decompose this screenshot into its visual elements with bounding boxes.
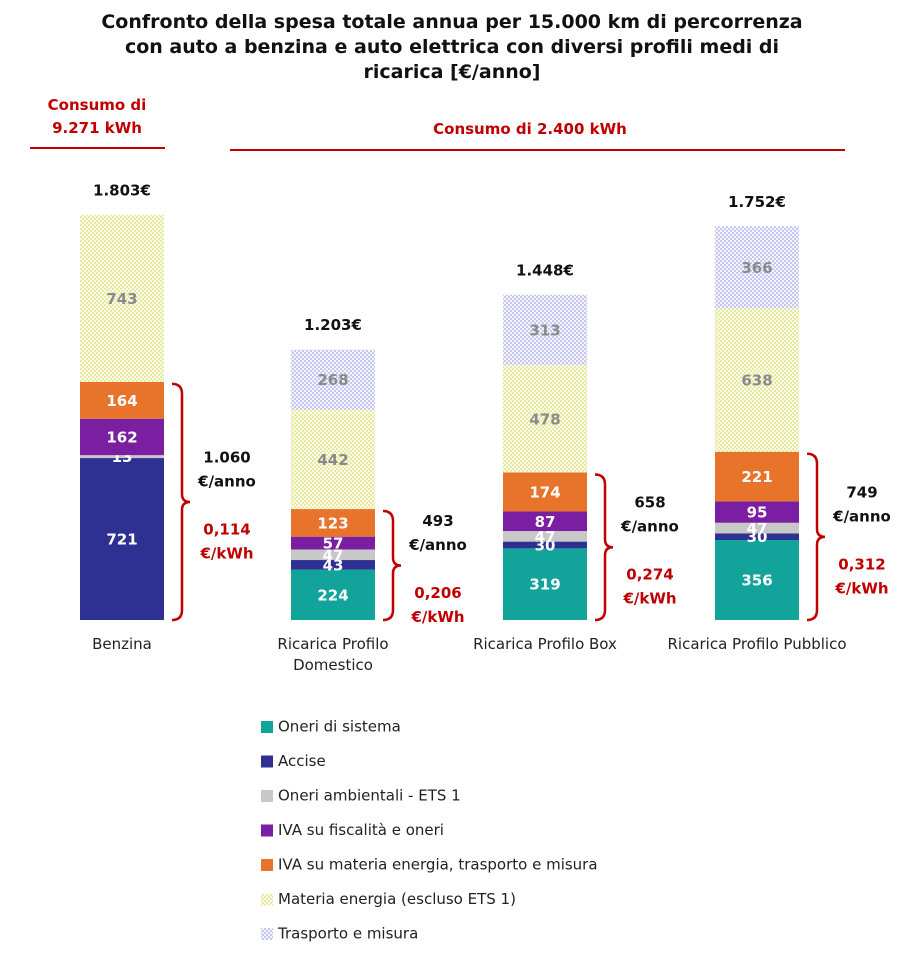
bar-segment <box>291 560 375 570</box>
legend-swatch <box>261 755 273 768</box>
group-header: Consumo di 9.271 kWh <box>47 96 147 137</box>
value-label: 366 <box>741 259 772 277</box>
bracket-rate: 0,206 <box>414 584 461 602</box>
legend-swatch <box>261 790 273 802</box>
bracket-rate-unit: €/kWh <box>410 608 464 626</box>
bar-segment <box>503 294 587 366</box>
legend-label: Materia energia (escluso ETS 1) <box>278 890 516 908</box>
bar-segment <box>80 418 164 456</box>
bracket-annual-unit: €/anno <box>197 472 256 490</box>
bracket-rate-unit: €/kWh <box>622 590 676 608</box>
legend-label: Trasporto e misura <box>277 925 418 943</box>
value-label: 123 <box>317 514 348 532</box>
x-tick-label: Ricarica Profilo Box <box>473 635 617 653</box>
bracket-annual-unit: €/anno <box>620 518 679 536</box>
bar-segment <box>503 511 587 532</box>
bar-segment <box>291 409 375 510</box>
bar-segment <box>291 569 375 620</box>
bracket-rate: 0,114 <box>203 520 250 538</box>
bar-segment <box>503 541 587 549</box>
chart-title: Confronto della spesa totale annua per 1… <box>101 11 803 83</box>
value-label: 442 <box>317 451 348 469</box>
value-label: 313 <box>529 321 560 339</box>
value-label: 356 <box>741 572 772 590</box>
value-label: 268 <box>317 371 348 389</box>
bar-segment <box>291 509 375 537</box>
x-tick-label: Benzina <box>92 635 152 653</box>
value-label: 721 <box>106 531 137 549</box>
legend-label: IVA su fiscalità e oneri <box>278 821 444 839</box>
legend-swatch <box>261 859 273 871</box>
bar-segment <box>291 349 375 410</box>
value-label: 47 <box>323 546 344 564</box>
bar-segment <box>80 458 164 620</box>
bracket-annual-unit: €/anno <box>832 507 891 525</box>
legend-swatch <box>261 928 273 940</box>
bracket-rate: 0,274 <box>626 566 673 584</box>
value-label: 47 <box>747 520 768 538</box>
value-label: 43 <box>323 556 344 574</box>
bracket-rate-unit: €/kWh <box>834 579 888 597</box>
value-label: 47 <box>535 528 556 546</box>
legend-swatch <box>261 824 273 837</box>
value-label: 164 <box>106 392 137 410</box>
brace <box>382 509 402 622</box>
bar-segment <box>715 533 799 541</box>
group-header: Consumo di 2.400 kWh <box>433 120 627 138</box>
legend-label: Accise <box>278 752 326 770</box>
bar-segment <box>715 451 799 502</box>
value-label: 224 <box>317 586 348 604</box>
legend-swatch <box>261 721 273 733</box>
bracket-annual-unit: €/anno <box>408 536 467 554</box>
value-label: 87 <box>535 513 556 531</box>
x-tick-label: Ricarica Profilo Domestico <box>277 635 389 674</box>
bracket-annual: 493 <box>422 512 453 530</box>
total-label: 1.752€ <box>728 193 786 211</box>
brace <box>806 452 826 622</box>
bar-segment <box>80 455 164 459</box>
bracket-annual: 749 <box>846 483 877 501</box>
bar-segment <box>503 365 587 473</box>
x-tick-label: Ricarica Profilo Pubblico <box>667 635 847 653</box>
bracket-rate-unit: €/kWh <box>199 544 253 562</box>
bracket-annual: 1.060 <box>203 448 250 466</box>
brace <box>171 382 191 622</box>
value-label: 174 <box>529 483 560 501</box>
bar-segment <box>715 308 799 452</box>
legend-label: IVA su materia energia, trasporto e misu… <box>278 856 598 874</box>
bar-segment <box>291 549 375 561</box>
bracket-annual: 658 <box>634 494 665 512</box>
bar-segment <box>503 548 587 620</box>
bar-segment <box>503 472 587 512</box>
bar-segment <box>503 531 587 542</box>
bar-segment <box>80 381 164 419</box>
value-label: 478 <box>529 410 560 428</box>
value-label: 162 <box>106 428 137 446</box>
legend-label: Oneri di sistema <box>278 718 401 736</box>
value-label: 95 <box>747 504 768 522</box>
bracket-rate: 0,312 <box>838 555 885 573</box>
value-label: 57 <box>323 535 344 553</box>
bar-segment <box>715 501 799 523</box>
legend-swatch <box>261 893 273 906</box>
total-label: 1.803€ <box>93 182 151 200</box>
bar-segment <box>291 536 375 550</box>
value-label: 638 <box>741 372 772 390</box>
bar-segment <box>80 215 164 382</box>
value-label: 221 <box>741 468 772 486</box>
bar-segment <box>715 226 799 309</box>
total-label: 1.203€ <box>304 316 362 334</box>
value-label: 743 <box>106 290 137 308</box>
legend-label: Oneri ambientali - ETS 1 <box>278 787 461 805</box>
bar-segment <box>715 540 799 620</box>
value-label: 319 <box>529 576 560 594</box>
bar-segment <box>715 522 799 534</box>
brace <box>594 473 614 622</box>
total-label: 1.448€ <box>516 261 574 279</box>
